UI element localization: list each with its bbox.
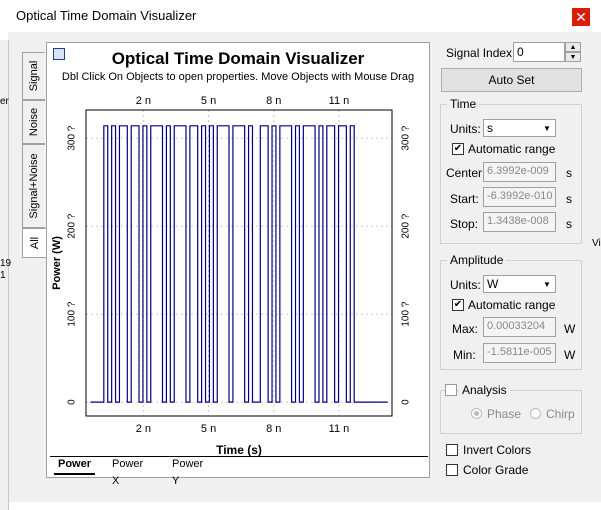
color-grade-checkbox[interactable]: [446, 464, 458, 476]
y-tick-label-left: 100 ?: [67, 301, 78, 326]
stop-input[interactable]: 1.3438e-008: [483, 212, 556, 232]
y-axis-label: Power (W): [51, 236, 63, 290]
auto-set-button[interactable]: Auto Set: [441, 68, 582, 92]
background-text: 1: [0, 270, 6, 281]
stop-unit: s: [566, 217, 572, 231]
background-window-right: [592, 40, 601, 470]
tab-noise[interactable]: Noise: [22, 100, 45, 144]
x-axis-label: Time (s): [216, 443, 262, 457]
signal-index-label: Signal Index:: [446, 46, 516, 60]
min-unit: W: [564, 348, 576, 362]
time-units-value: s: [487, 121, 493, 135]
time-units-label: Units:: [450, 122, 481, 136]
center-label: Center:: [446, 166, 486, 180]
color-grade-label: Color Grade: [463, 463, 529, 477]
tab-power-x[interactable]: Power X: [112, 458, 144, 487]
background-text: Vi: [592, 238, 601, 249]
chevron-down-icon: ▼: [543, 280, 551, 289]
time-units-select[interactable]: s ▼: [483, 119, 556, 137]
plot-title: Optical Time Domain Visualizer: [111, 49, 365, 68]
y-ticks-right: 0 100 ? 200 ? 300 ?: [401, 125, 412, 405]
chart-icon[interactable]: [53, 48, 65, 60]
amplitude-auto-range-checkbox[interactable]: ✔: [452, 299, 464, 311]
x-tick-label-bottom: 2 n: [136, 423, 151, 435]
center-input[interactable]: 6.3992e-009: [483, 162, 556, 182]
plot-frame: [85, 109, 393, 417]
amplitude-group: [440, 260, 582, 370]
max-label: Max:: [452, 322, 479, 336]
tab-signal[interactable]: Signal: [22, 52, 45, 100]
amplitude-units-select[interactable]: W ▼: [483, 275, 556, 293]
phase-radio[interactable]: [471, 408, 482, 419]
spin-down-icon[interactable]: ▼: [565, 52, 581, 62]
tab-signal-noise[interactable]: Signal+Noise: [22, 144, 45, 228]
min-label: Min:: [453, 348, 476, 362]
start-label: Start:: [450, 192, 479, 206]
tab-power[interactable]: Power: [54, 456, 96, 475]
chirp-radio[interactable]: [530, 408, 541, 419]
x-tick-label-top: 2 n: [136, 95, 151, 107]
title-bar: [0, 0, 601, 32]
bottom-tab-line: [50, 456, 428, 457]
phase-label: Phase: [487, 407, 522, 421]
x-tick-label-top: 8 n: [266, 95, 281, 107]
y-tick-label-left: 200 ?: [67, 213, 78, 238]
x-tick-label-top: 11 n: [329, 95, 350, 107]
x-tick-label-bottom: 11 n: [329, 423, 350, 435]
analysis-group: [440, 390, 582, 434]
x-ticks-top: 2 n 5 n 8 n 11 n: [136, 95, 350, 107]
amplitude-auto-range-label: Automatic range: [468, 298, 556, 312]
x-tick-label-bottom: 8 n: [266, 423, 281, 435]
time-auto-range-label: Automatic range: [468, 142, 556, 156]
x-tick-label-top: 5 n: [201, 95, 216, 107]
background-window-left: [0, 40, 9, 510]
start-unit: s: [566, 192, 572, 206]
max-input[interactable]: 0.00033204: [483, 317, 556, 337]
time-group: [440, 104, 582, 244]
power-series-line: [90, 125, 388, 403]
amplitude-units-label: Units:: [450, 278, 481, 292]
tab-power-y[interactable]: Power Y: [172, 458, 204, 487]
analysis-legend: Analysis: [459, 383, 510, 397]
x-ticks-bottom: 2 n 5 n 8 n 11 n: [136, 423, 350, 435]
time-group-legend: Time: [447, 97, 480, 111]
tab-label: Signal: [28, 60, 40, 92]
y-tick-label-left: 0: [67, 399, 78, 405]
background-text: er: [0, 96, 9, 107]
y-tick-label-right: 100 ?: [401, 301, 412, 326]
background-text: 19: [0, 258, 12, 269]
tab-label: Signal+Noise: [28, 153, 40, 219]
tab-label: All: [29, 236, 41, 250]
center-unit: s: [566, 166, 572, 180]
y-tick-label-right: 0: [401, 399, 412, 405]
amplitude-units-value: W: [487, 277, 499, 291]
x-tick-label-bottom: 5 n: [201, 423, 216, 435]
close-button[interactable]: ✕: [572, 8, 590, 26]
y-tick-label-right: 300 ?: [401, 125, 412, 150]
power-chart[interactable]: 2 n 5 n 8 n 11 n 2 n 5 n 8 n 11 n 0 100 ? 200 ? 3…: [46, 88, 430, 458]
invert-colors-checkbox[interactable]: [446, 444, 458, 456]
stop-label: Stop:: [450, 217, 479, 231]
chevron-down-icon: ▼: [543, 124, 551, 133]
tab-all[interactable]: All: [22, 228, 47, 258]
y-tick-label-left: 300 ?: [67, 125, 78, 150]
time-auto-range-checkbox[interactable]: ✔: [452, 143, 464, 155]
min-input[interactable]: -1.5811e-005: [483, 343, 556, 363]
chirp-label: Chirp: [546, 407, 575, 421]
spin-up-icon[interactable]: ▲: [565, 42, 581, 52]
tab-label: Noise: [28, 107, 40, 137]
analysis-checkbox[interactable]: [445, 384, 457, 396]
signal-index-input[interactable]: 0: [513, 42, 565, 62]
plot-subtitle: Dbl Click On Objects to open properties.…: [61, 71, 415, 83]
plot-panel: [46, 42, 430, 478]
max-unit: W: [564, 322, 576, 336]
start-input[interactable]: -6.3992e-010: [483, 187, 556, 207]
amplitude-group-legend: Amplitude: [447, 253, 507, 267]
invert-colors-label: Invert Colors: [463, 443, 532, 457]
y-ticks-left: 0 100 ? 200 ? 300 ?: [67, 125, 78, 405]
y-tick-label-right: 200 ?: [401, 213, 412, 238]
window-title: Optical Time Domain Visualizer: [16, 8, 197, 23]
